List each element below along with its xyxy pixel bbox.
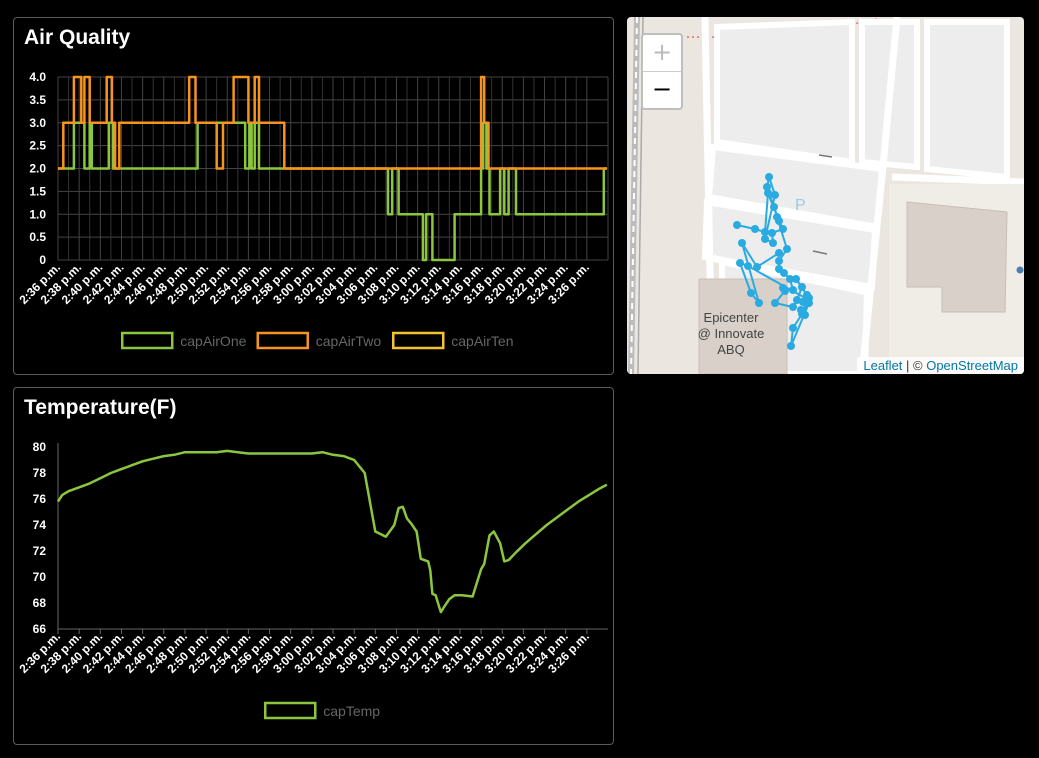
gps-point <box>765 173 773 181</box>
series-capairtwo-line <box>58 75 607 170</box>
y-tick-label: 70 <box>33 570 47 584</box>
gps-point <box>771 191 779 199</box>
legend-swatch-capairtwo <box>256 331 309 350</box>
zoom-out-button[interactable]: − <box>651 75 673 103</box>
y-tick-label: 0.5 <box>29 230 46 244</box>
gps-point <box>781 287 789 295</box>
legend-label-capairtwo: capAirTwo <box>316 333 382 349</box>
gps-point <box>736 259 744 267</box>
zoom-in-button[interactable]: + <box>643 35 681 72</box>
y-tick-label: 80 <box>33 440 47 454</box>
gps-point <box>789 286 797 294</box>
y-tick-label: 2.0 <box>29 162 46 176</box>
gps-point <box>775 257 783 265</box>
gps-point <box>789 324 797 332</box>
y-tick-label: 68 <box>33 596 47 610</box>
y-tick-label: 66 <box>33 622 47 636</box>
gps-point <box>789 303 797 311</box>
y-tick-label: 2.5 <box>29 139 46 153</box>
y-tick-label: 3.0 <box>29 116 46 130</box>
gps-point <box>763 183 771 191</box>
gps-point <box>761 235 769 243</box>
y-tick-label: 0 <box>39 253 46 267</box>
y-tick-label: 76 <box>33 492 47 506</box>
legend-label-captemp: capTemp <box>323 703 380 719</box>
y-tick-label: 1.5 <box>29 184 46 198</box>
temperature-title: Temperature(F) <box>24 396 177 419</box>
gps-point <box>803 295 811 303</box>
zoom-control: + − <box>641 33 683 110</box>
openstreetmap-link[interactable]: OpenStreetMap <box>926 358 1018 373</box>
gps-point <box>744 262 752 270</box>
y-tick-label: 78 <box>33 466 47 480</box>
gps-point <box>792 275 800 283</box>
gps-point <box>783 245 791 253</box>
gps-point <box>733 221 741 229</box>
leaflet-link[interactable]: Leaflet <box>863 358 903 373</box>
y-tick-label: 4.0 <box>29 70 46 84</box>
map-panel[interactable]: P Epicenter @ Innovate ABQ + − Leaflet |… <box>627 17 1024 374</box>
legend-swatch-capairone <box>121 331 174 350</box>
air-quality-card: Air Quality 4.0 3.5 3.0 2.5 2.0 1.5 1.0 0.5 0 2:3… <box>13 17 614 375</box>
legend-swatch-captemp <box>264 701 317 720</box>
gps-point <box>751 225 759 233</box>
legend-label-capairten: capAirTen <box>451 333 513 349</box>
y-tick-label: 74 <box>33 518 47 532</box>
gps-point <box>738 239 746 247</box>
gps-point <box>786 275 794 283</box>
legend-swatch-capairten <box>392 331 445 350</box>
map-tiles[interactable]: P <box>627 17 1024 374</box>
y-tick-label: 72 <box>33 544 47 558</box>
gps-point <box>747 289 755 297</box>
gps-point <box>779 225 787 233</box>
gps-point <box>764 189 772 197</box>
svg-text:P: P <box>795 197 806 214</box>
gps-point <box>755 299 763 307</box>
gps-point <box>770 203 778 211</box>
gps-point <box>798 283 806 291</box>
gps-point <box>787 342 795 350</box>
place-label: Epicenter @ Innovate ABQ <box>697 310 765 357</box>
gps-track <box>733 173 813 350</box>
gps-point <box>773 213 781 221</box>
gps-point <box>801 311 809 319</box>
y-tick-label: 3.5 <box>29 93 46 107</box>
gps-point <box>753 263 761 271</box>
legend-label-capairone: capAirOne <box>180 333 246 349</box>
air-quality-chart: 4.03.53.02.52.01.51.00.502:36 p.m.2:38 p… <box>16 70 609 350</box>
series-captemp-line <box>56 449 608 614</box>
gps-point <box>769 239 777 247</box>
temperature-card: Temperature(F) 80 78 76 74 72 70 68 66 2:36 p.m.… <box>13 387 614 745</box>
gps-point <box>780 269 788 277</box>
gps-point <box>775 249 783 257</box>
gps-point <box>768 229 776 237</box>
y-tick-label: 1.0 <box>29 207 46 221</box>
map-attribution: Leaflet | © OpenStreetMap <box>857 357 1024 374</box>
gps-point <box>771 299 779 307</box>
gps-point <box>761 228 769 236</box>
air-quality-title: Air Quality <box>24 26 131 49</box>
